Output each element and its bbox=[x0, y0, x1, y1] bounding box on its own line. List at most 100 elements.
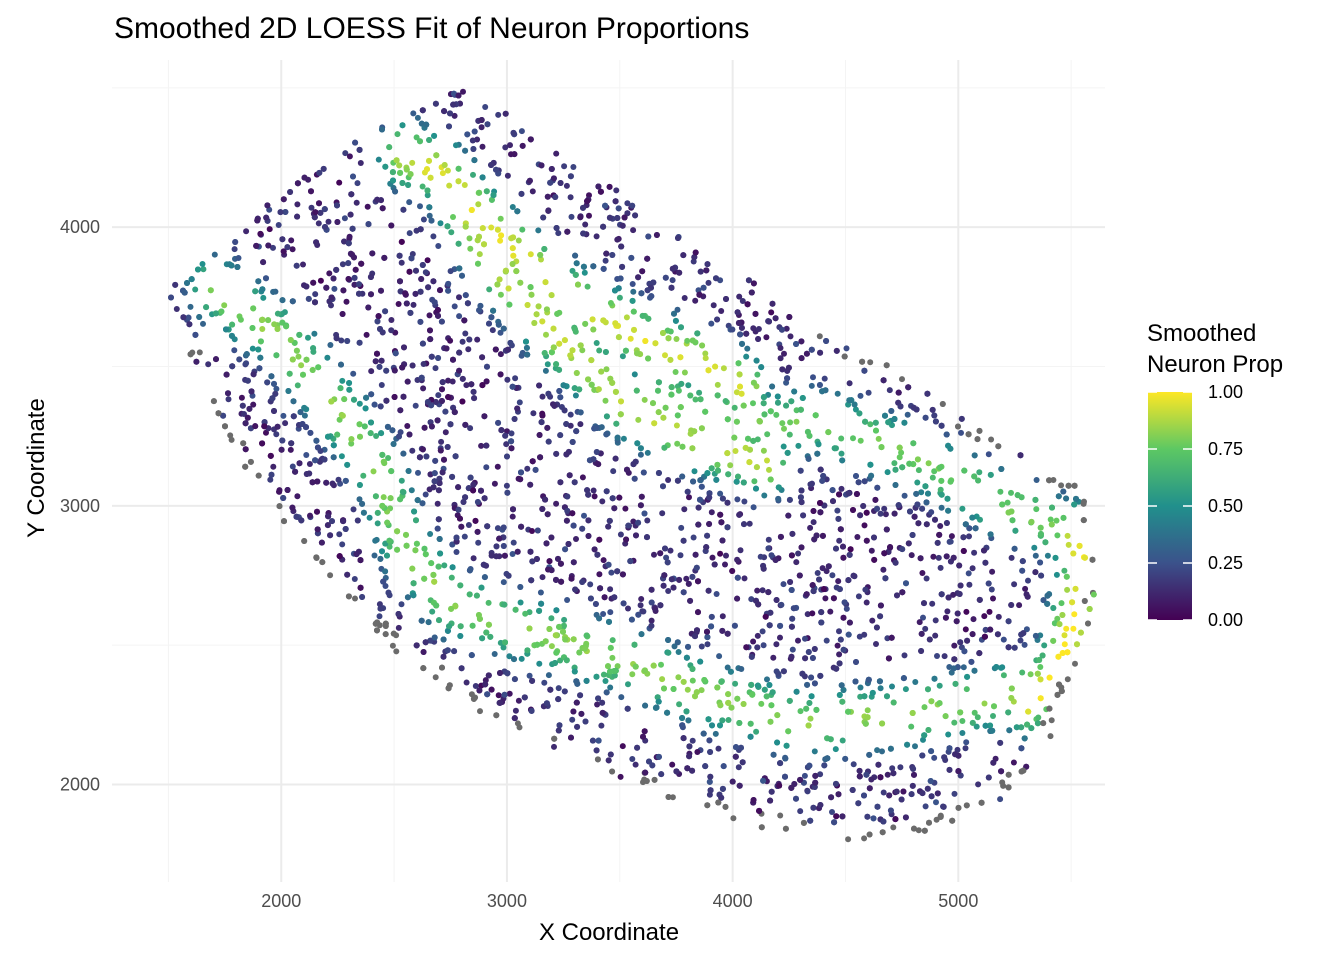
data-point bbox=[607, 609, 614, 616]
data-point bbox=[798, 355, 805, 362]
data-point bbox=[781, 350, 787, 357]
data-point bbox=[1076, 542, 1083, 549]
data-point bbox=[634, 440, 641, 447]
data-point bbox=[495, 419, 502, 426]
data-point bbox=[890, 770, 897, 777]
data-point bbox=[866, 751, 873, 758]
data-point bbox=[598, 368, 605, 375]
data-point bbox=[289, 463, 296, 470]
data-point bbox=[998, 664, 1005, 671]
data-point bbox=[635, 416, 642, 423]
data-point bbox=[797, 467, 804, 474]
data-point bbox=[449, 541, 456, 548]
data-point bbox=[420, 665, 427, 672]
data-point bbox=[718, 678, 725, 685]
data-point bbox=[788, 552, 795, 559]
data-point bbox=[787, 579, 794, 585]
data-point bbox=[821, 762, 828, 769]
data-point bbox=[270, 288, 277, 295]
data-point bbox=[997, 488, 1004, 495]
data-point bbox=[908, 552, 915, 559]
data-point bbox=[192, 331, 199, 338]
data-point bbox=[995, 613, 1002, 620]
data-point bbox=[340, 287, 347, 294]
data-point bbox=[773, 641, 780, 648]
data-point bbox=[451, 648, 458, 655]
data-point bbox=[346, 153, 353, 160]
data-point bbox=[662, 352, 668, 359]
data-point bbox=[570, 522, 577, 529]
data-point bbox=[557, 432, 564, 439]
data-point bbox=[719, 495, 726, 502]
data-point bbox=[734, 309, 741, 316]
data-point bbox=[522, 610, 529, 617]
data-point bbox=[479, 382, 486, 389]
data-point bbox=[840, 687, 847, 693]
data-point bbox=[582, 718, 589, 725]
data-point bbox=[612, 455, 619, 462]
data-point bbox=[1008, 554, 1015, 561]
data-point bbox=[670, 584, 677, 591]
data-point bbox=[531, 320, 538, 326]
data-point bbox=[882, 511, 889, 518]
data-point bbox=[590, 263, 597, 270]
data-point bbox=[168, 294, 174, 301]
data-point bbox=[356, 496, 363, 503]
data-point bbox=[816, 576, 823, 583]
data-point bbox=[680, 537, 687, 544]
data-point bbox=[451, 112, 458, 119]
data-point bbox=[476, 687, 483, 694]
data-point bbox=[722, 398, 729, 404]
data-point bbox=[947, 478, 954, 485]
data-point bbox=[403, 531, 409, 538]
data-point bbox=[548, 567, 555, 574]
data-point bbox=[341, 396, 348, 403]
data-point bbox=[560, 382, 567, 389]
data-point bbox=[733, 478, 740, 485]
data-point bbox=[409, 565, 416, 572]
data-point bbox=[506, 690, 513, 697]
data-point bbox=[240, 440, 247, 447]
data-point bbox=[419, 446, 426, 453]
data-point bbox=[357, 160, 364, 166]
data-point bbox=[631, 326, 637, 333]
data-point bbox=[472, 683, 479, 689]
data-point bbox=[607, 300, 614, 306]
data-point bbox=[659, 510, 666, 517]
data-point bbox=[494, 226, 501, 233]
data-point bbox=[1034, 720, 1041, 727]
data-point bbox=[541, 679, 548, 686]
data-point bbox=[437, 447, 444, 454]
data-point bbox=[644, 534, 650, 541]
data-point bbox=[494, 525, 501, 532]
data-point bbox=[731, 622, 738, 629]
data-point bbox=[420, 361, 427, 367]
data-point bbox=[808, 346, 815, 353]
data-point bbox=[787, 419, 794, 426]
data-point bbox=[605, 663, 611, 670]
data-point bbox=[684, 337, 691, 344]
data-point bbox=[722, 803, 729, 810]
data-point bbox=[850, 435, 856, 442]
data-point bbox=[356, 400, 363, 407]
data-point bbox=[187, 351, 194, 358]
data-point bbox=[286, 370, 293, 377]
data-point bbox=[739, 759, 746, 766]
data-point bbox=[542, 496, 549, 503]
data-point bbox=[929, 406, 936, 413]
data-point bbox=[532, 466, 539, 473]
data-point bbox=[571, 326, 578, 333]
data-point bbox=[696, 389, 703, 396]
data-point bbox=[672, 369, 679, 375]
data-point bbox=[229, 363, 236, 370]
data-point bbox=[441, 162, 448, 168]
data-point bbox=[413, 642, 420, 649]
data-point bbox=[920, 736, 926, 743]
data-point bbox=[780, 443, 787, 450]
data-point bbox=[824, 755, 831, 762]
data-point bbox=[436, 475, 443, 482]
data-point bbox=[529, 188, 536, 195]
data-point bbox=[496, 535, 503, 542]
data-point bbox=[585, 491, 592, 498]
data-point bbox=[753, 357, 760, 364]
